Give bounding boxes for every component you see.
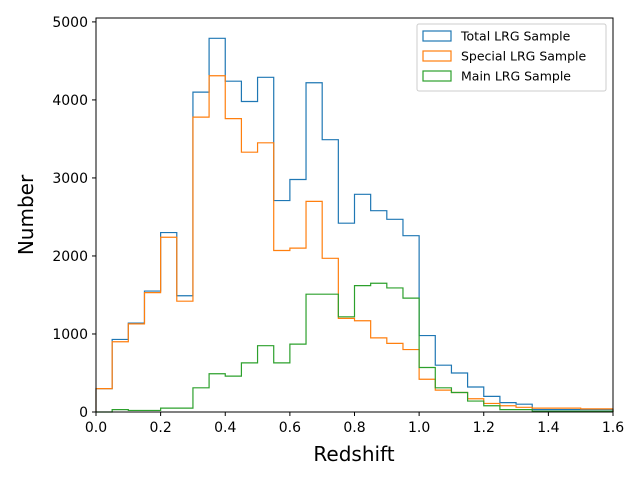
x-tick-label: 1.6 — [602, 420, 624, 436]
x-tick-label: 1.2 — [473, 420, 495, 436]
legend-label-2: Special LRG Sample — [461, 49, 586, 64]
y-tick-label: 0 — [79, 405, 88, 421]
x-tick-label: 0.4 — [214, 420, 236, 436]
series-line-1 — [95, 37, 614, 412]
legend-swatch-3 — [422, 70, 452, 82]
x-tick-label: 1.0 — [408, 420, 430, 436]
legend-label-1: Total LRG Sample — [460, 29, 571, 44]
legend-items: Total LRG Sample Special LRG Sample Main L… — [422, 29, 586, 84]
y-tick-label: 3000 — [52, 171, 88, 187]
y-tick-label: 2000 — [52, 249, 88, 265]
legend-box — [416, 23, 607, 92]
x-tick-label: 0.6 — [279, 420, 301, 436]
legend: Total LRG Sample Special LRG Sample Main L… — [416, 23, 607, 92]
series-layer — [95, 37, 614, 413]
x-tick-label: 0.8 — [343, 420, 365, 436]
x-axis-ticks: 0.0 0.2 0.4 0.6 0.8 1.0 1.2 1.4 1.6 — [85, 412, 624, 436]
y-tick-label: 5000 — [52, 15, 88, 31]
x-tick-label: 0.2 — [149, 420, 171, 436]
y-tick-label: 1000 — [52, 327, 88, 343]
y-axis-ticks: 0 1000 2000 3000 4000 5000 — [52, 15, 96, 421]
legend-swatch-1 — [422, 30, 452, 42]
series-line-2 — [95, 75, 614, 412]
legend-label-3: Main LRG Sample — [461, 69, 571, 84]
x-axis-label: Redshift — [313, 442, 394, 466]
series-line-3 — [96, 282, 614, 413]
legend-swatch-2 — [422, 50, 452, 62]
y-axis-label: Number — [14, 174, 38, 255]
x-tick-label: 1.4 — [537, 420, 559, 436]
x-tick-label: 0.0 — [85, 420, 107, 436]
y-tick-label: 4000 — [52, 93, 88, 109]
